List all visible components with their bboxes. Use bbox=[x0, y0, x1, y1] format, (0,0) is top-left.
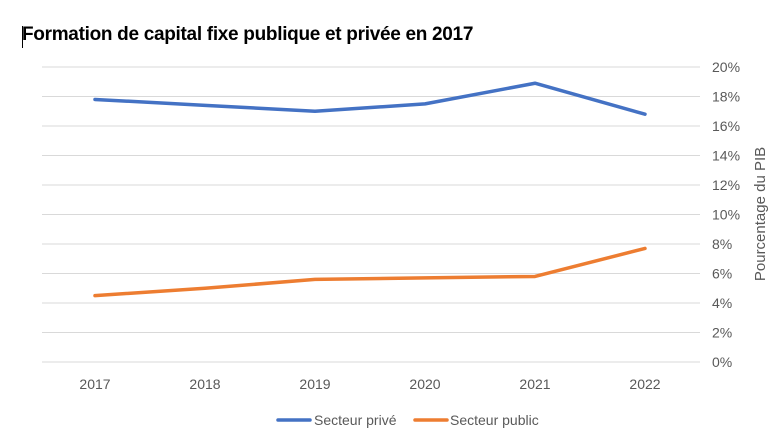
y-tick-18%: 18% bbox=[712, 89, 740, 105]
y-tick-8%: 8% bbox=[712, 236, 732, 252]
legend-label-0: Secteur privé bbox=[314, 412, 397, 428]
x-tick-2018: 2018 bbox=[189, 376, 220, 392]
x-tick-2022: 2022 bbox=[629, 376, 660, 392]
legend-label-1: Secteur public bbox=[450, 412, 539, 428]
x-tick-2020: 2020 bbox=[409, 376, 440, 392]
x-tick-2019: 2019 bbox=[299, 376, 330, 392]
y-tick-20%: 20% bbox=[712, 59, 740, 75]
y-tick-2%: 2% bbox=[712, 325, 732, 341]
title-cursor bbox=[22, 26, 23, 48]
series-lines bbox=[93, 81, 647, 298]
y-tick-0%: 0% bbox=[712, 354, 732, 370]
y-axis-label: Pourcentage du PIB bbox=[752, 147, 769, 281]
x-tick-2021: 2021 bbox=[519, 376, 550, 392]
y-tick-10%: 10% bbox=[712, 207, 740, 223]
y-tick-6%: 6% bbox=[712, 266, 732, 282]
y-tick-12%: 12% bbox=[712, 177, 740, 193]
y-tick-16%: 16% bbox=[712, 118, 740, 134]
x-axis-ticks: 2017 2018 2019 2020 2021 2022 bbox=[79, 376, 660, 392]
x-tick-2017: 2017 bbox=[79, 376, 110, 392]
y-tick-4%: 4% bbox=[712, 295, 732, 311]
series-line-0 bbox=[93, 81, 647, 116]
legend: Secteur privé Secteur public bbox=[276, 412, 539, 428]
chart-title: Formation de capital fixe publique et pr… bbox=[22, 24, 474, 45]
y-tick-14%: 14% bbox=[712, 148, 740, 164]
y-axis-ticks: 0% 2% 4% 6% 8% 10% 12% 14% 16% 18% 20% bbox=[712, 59, 740, 370]
series-line-1 bbox=[93, 246, 647, 298]
gridlines bbox=[42, 66, 700, 363]
